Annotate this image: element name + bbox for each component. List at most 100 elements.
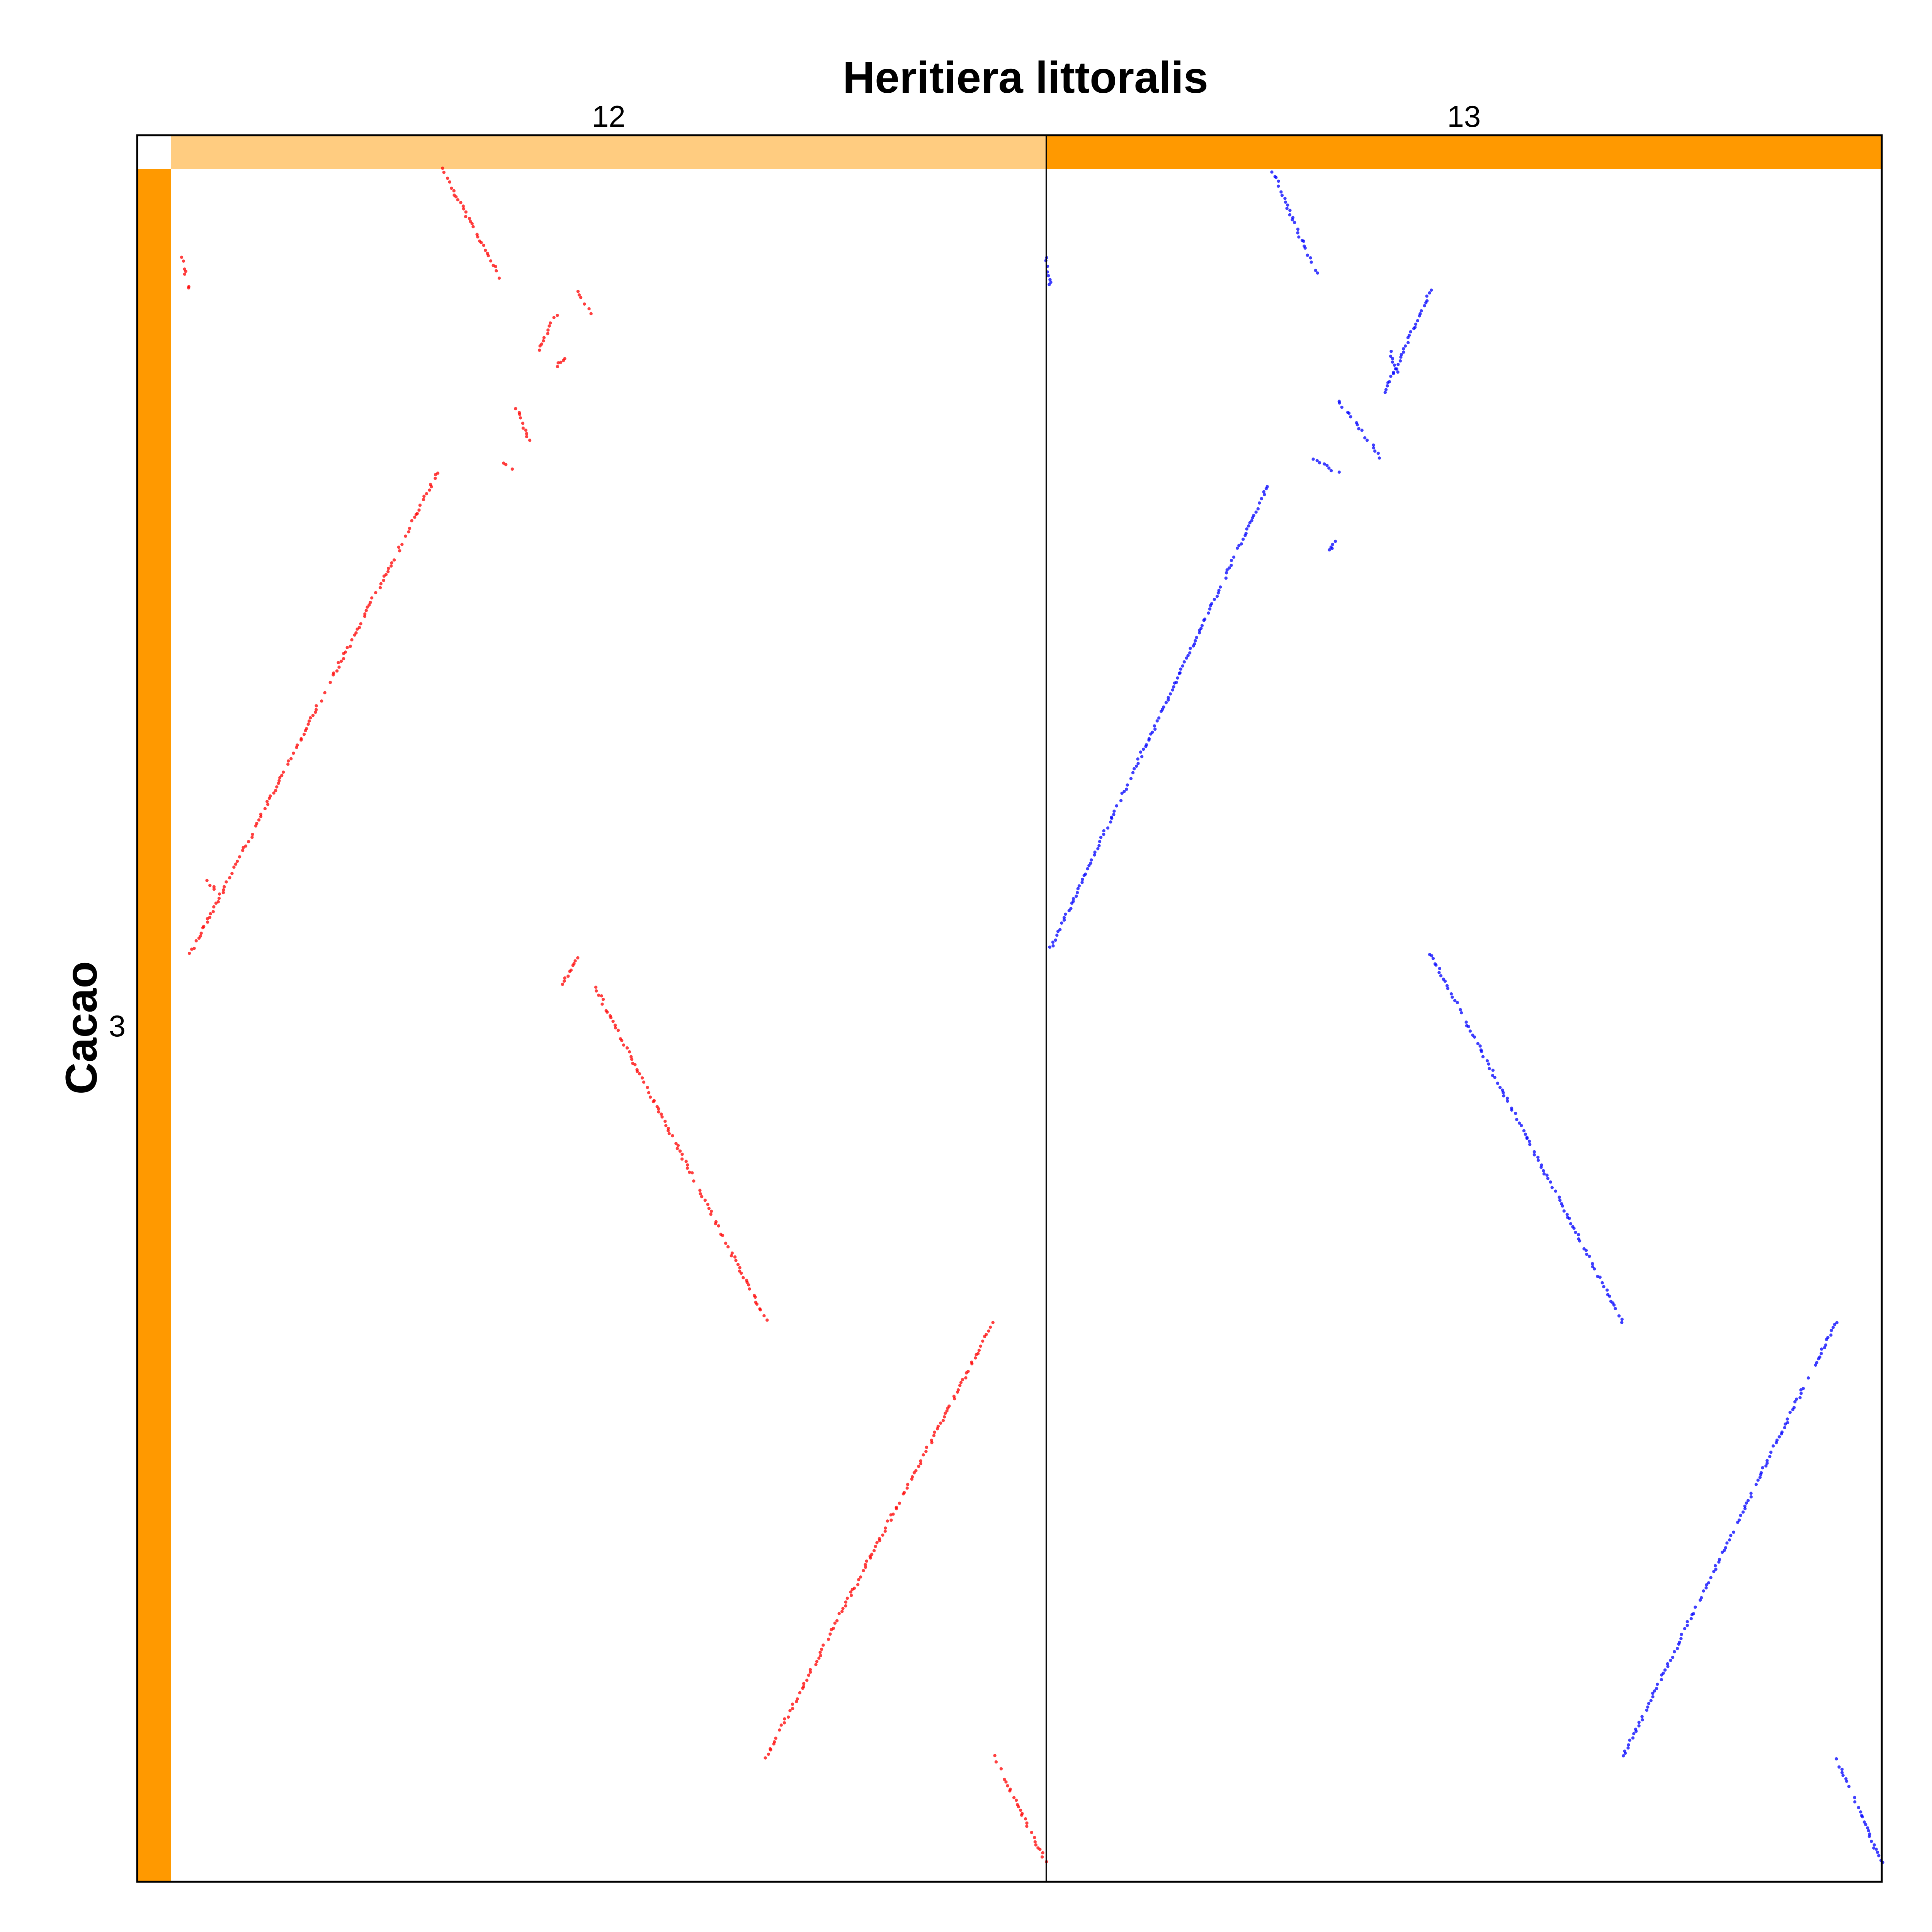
alignment-dot	[1106, 826, 1110, 830]
alignment-dot	[537, 349, 541, 352]
alignment-dot	[733, 1255, 737, 1259]
alignment-dot	[1337, 470, 1341, 474]
alignment-dot	[864, 1565, 867, 1569]
alignment-dot	[864, 1563, 867, 1566]
alignment-dot	[1329, 469, 1333, 473]
alignment-dot	[734, 1259, 738, 1262]
alignment-dot	[1296, 228, 1300, 231]
alignment-dot	[384, 573, 388, 577]
alignment-dot	[1853, 1800, 1857, 1804]
alignment-dot	[636, 1070, 639, 1073]
alignment-dot	[821, 1643, 825, 1647]
alignment-dot	[1840, 1767, 1844, 1771]
alignment-dot	[559, 361, 563, 364]
alignment-dot	[286, 759, 290, 763]
alignment-dot	[1248, 521, 1252, 525]
alignment-dot	[1245, 527, 1248, 531]
alignment-dot	[709, 1213, 713, 1216]
alignment-dot	[795, 1700, 798, 1703]
alignment-dot	[548, 321, 552, 325]
alignment-dot	[1389, 354, 1393, 358]
alignment-dot	[1051, 944, 1055, 948]
alignment-dot	[1743, 1504, 1747, 1508]
alignment-dot	[1468, 1029, 1472, 1033]
alignment-dot	[667, 1129, 670, 1133]
alignment-dot	[1025, 1825, 1029, 1828]
alignment-dot	[359, 622, 362, 626]
alignment-dot	[397, 545, 401, 549]
alignment-dot	[398, 549, 401, 553]
alignment-dot	[1288, 209, 1292, 212]
alignment-dot	[1208, 607, 1212, 611]
alignment-dot	[1795, 1397, 1798, 1401]
alignment-dot	[281, 770, 285, 774]
alignment-dot	[1306, 253, 1309, 257]
alignment-dot	[935, 1427, 939, 1430]
alignment-dot	[504, 463, 508, 466]
alignment-dot	[924, 1450, 928, 1453]
alignment-dot	[187, 952, 191, 955]
alignment-dot	[1545, 1173, 1549, 1177]
alignment-dot	[1213, 598, 1216, 601]
alignment-dot	[1126, 783, 1129, 787]
alignment-dot	[786, 1715, 790, 1719]
alignment-dot	[1476, 1042, 1480, 1046]
alignment-dot	[1025, 1821, 1029, 1825]
alignment-dot	[1798, 1396, 1802, 1400]
alignment-dot	[1542, 1172, 1546, 1176]
alignment-dot	[1136, 757, 1139, 761]
alignment-dot	[802, 1682, 806, 1685]
alignment-dot	[369, 600, 372, 604]
alignment-dot	[265, 800, 269, 803]
alignment-dot	[600, 994, 603, 998]
alignment-dot	[759, 1308, 762, 1311]
alignment-dot	[594, 989, 598, 993]
alignment-dot	[827, 1638, 830, 1641]
alignment-dot	[1655, 1687, 1658, 1690]
alignment-dot	[370, 596, 374, 600]
alignment-dot	[680, 1152, 684, 1156]
alignment-dot	[1459, 1011, 1463, 1015]
alignment-dot	[1714, 1567, 1718, 1571]
alignment-dot	[314, 711, 317, 714]
alignment-dot	[1877, 1854, 1881, 1857]
alignment-dot	[1210, 602, 1214, 605]
alignment-dot	[1602, 1285, 1605, 1289]
alignment-dot	[1449, 992, 1453, 996]
alignment-dot	[1040, 1855, 1044, 1859]
alignment-dot	[796, 1697, 799, 1701]
alignment-dot	[274, 789, 277, 793]
alignment-dot	[1033, 1836, 1036, 1839]
alignment-dot	[1046, 274, 1050, 277]
alignment-dot	[941, 1419, 945, 1422]
alignment-dot	[1493, 1076, 1497, 1079]
alignment-dot	[1062, 916, 1066, 920]
alignment-dot	[647, 1091, 651, 1095]
alignment-dot	[1506, 1099, 1509, 1103]
alignment-dot	[778, 1728, 781, 1732]
alignment-dot	[1498, 1086, 1502, 1089]
alignment-dot	[1051, 940, 1055, 944]
alignment-dot	[514, 407, 517, 410]
alignment-dot	[1179, 667, 1182, 671]
alignment-dot	[835, 1619, 839, 1622]
alignment-dot	[738, 1266, 742, 1269]
alignment-dot	[1049, 281, 1053, 284]
alignment-dot	[1071, 900, 1075, 903]
alignment-dot	[1528, 1143, 1532, 1146]
alignment-dot	[1835, 1757, 1838, 1761]
alignment-dot	[422, 498, 425, 501]
alignment-dot	[1285, 207, 1289, 210]
alignment-dot	[966, 1369, 970, 1373]
alignment-dot	[1806, 1376, 1810, 1380]
plot-border	[136, 134, 1883, 1883]
alignment-dot	[1837, 1765, 1841, 1769]
alignment-dot	[769, 1747, 772, 1751]
alignment-dot	[422, 495, 426, 498]
alignment-dot	[1195, 636, 1198, 639]
alignment-dot	[1288, 213, 1292, 217]
alignment-dot	[1327, 466, 1331, 470]
alignment-dot	[667, 1132, 671, 1136]
alignment-dot	[244, 844, 248, 848]
alignment-dots	[180, 167, 1884, 1864]
